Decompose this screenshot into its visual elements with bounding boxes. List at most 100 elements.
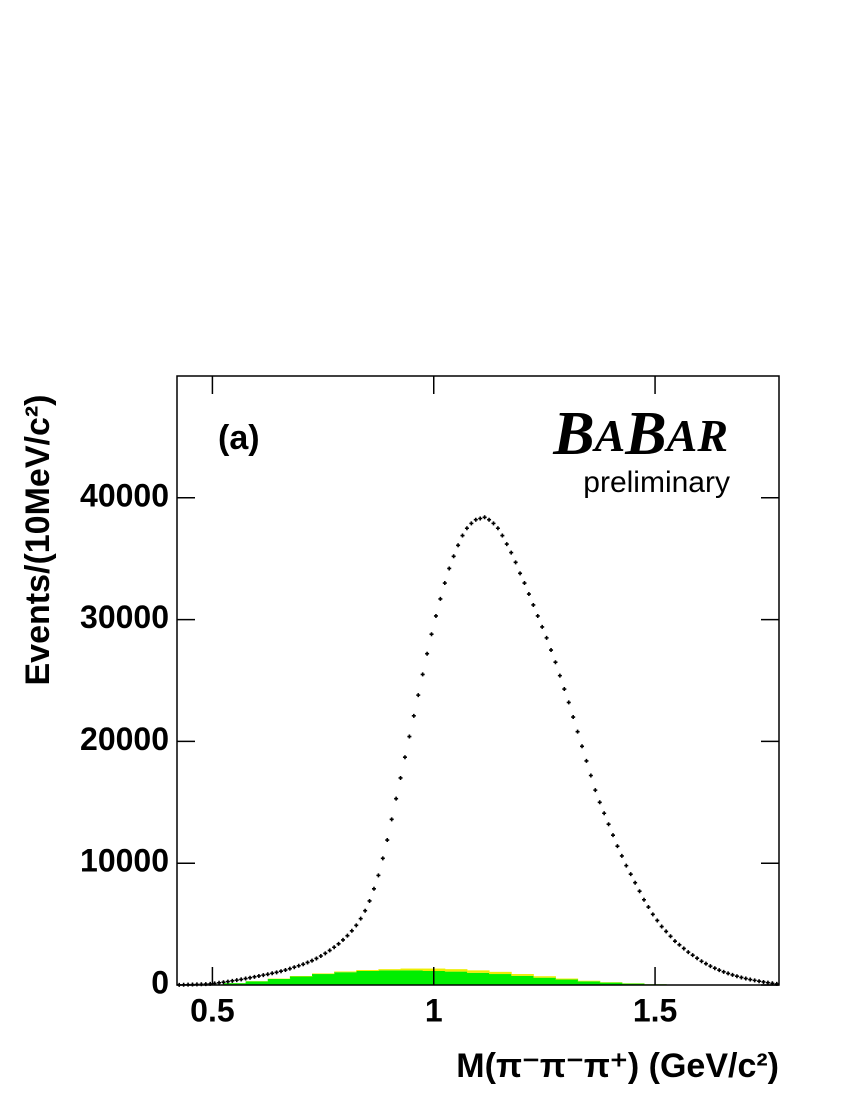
background-bin: [511, 976, 534, 985]
plot-marks: [177, 515, 779, 987]
data-point: [297, 964, 301, 968]
background-bin: [555, 979, 578, 980]
data-point: [762, 980, 766, 984]
data-point: [412, 714, 416, 718]
background-bin: [356, 971, 379, 985]
background-bin: [268, 979, 291, 985]
data-point: [399, 776, 403, 780]
data-point: [731, 973, 735, 977]
data-point: [425, 652, 429, 656]
data-point: [576, 730, 580, 734]
logo-letter: B: [624, 400, 666, 468]
data-point: [673, 939, 677, 943]
data-point: [403, 755, 407, 759]
logo-letter: A: [592, 410, 626, 461]
data-point: [226, 980, 230, 984]
data-point: [638, 889, 642, 893]
data-point: [642, 898, 646, 902]
background-bin: [334, 972, 357, 985]
data-point: [332, 945, 336, 949]
logo-letter: R: [696, 410, 728, 461]
background-bin: [489, 974, 512, 985]
data-point: [323, 951, 327, 955]
data-point: [580, 744, 584, 748]
background-bin: [489, 972, 512, 974]
data-point: [275, 970, 279, 974]
x-tick-label: 1.5: [633, 992, 677, 1028]
data-point: [248, 976, 252, 980]
data-point: [461, 534, 465, 538]
background-bin: [334, 971, 357, 972]
data-point: [629, 872, 633, 876]
data-point: [677, 943, 681, 947]
data-point: [354, 923, 358, 927]
data-point: [496, 526, 500, 530]
data-point: [744, 977, 748, 981]
data-point: [266, 972, 270, 976]
data-point: [695, 956, 699, 960]
background-bin: [401, 970, 424, 985]
data-point: [372, 887, 376, 891]
data-point: [691, 953, 695, 957]
data-point: [487, 518, 491, 522]
data-point: [518, 571, 522, 575]
data-point: [337, 942, 341, 946]
data-point: [545, 636, 549, 640]
data-point: [345, 934, 349, 938]
data-point: [531, 603, 535, 607]
data-point: [434, 614, 438, 618]
background-bin: [378, 970, 401, 985]
data-point: [700, 959, 704, 963]
data-point: [478, 517, 482, 521]
data-point: [514, 560, 518, 564]
data-point: [292, 965, 296, 969]
data-point: [633, 881, 637, 885]
data-point: [682, 946, 686, 950]
background-bin: [445, 972, 468, 985]
data-point: [288, 967, 292, 971]
data-point: [235, 978, 239, 982]
background-bin: [401, 969, 424, 971]
data-point: [500, 534, 504, 538]
background-bin: [312, 974, 335, 985]
data-point: [230, 979, 234, 983]
data-point: [279, 969, 283, 973]
data-point: [421, 672, 425, 676]
data-point: [602, 811, 606, 815]
data-point: [748, 978, 752, 982]
data-point: [708, 964, 712, 968]
data-point: [314, 956, 318, 960]
data-point: [686, 950, 690, 954]
background-bin: [533, 978, 556, 985]
data-point: [270, 971, 274, 975]
data-point: [611, 833, 615, 837]
background-bin: [445, 969, 468, 971]
background-bin: [511, 974, 534, 976]
data-point: [261, 973, 265, 977]
y-tick-label: 40000: [80, 477, 169, 513]
data-point: [350, 929, 354, 933]
data-point: [310, 959, 314, 963]
data-point: [726, 971, 730, 975]
data-point: [624, 864, 628, 868]
data-point: [341, 938, 345, 942]
data-point: [735, 974, 739, 978]
data-point: [452, 554, 456, 558]
background-bin: [533, 976, 556, 977]
data-point: [660, 925, 664, 929]
data-point: [567, 700, 571, 704]
data-point: [217, 981, 221, 985]
data-point: [598, 800, 602, 804]
data-point: [584, 759, 588, 763]
data-point: [283, 968, 287, 972]
data-point: [301, 962, 305, 966]
data-point: [527, 592, 531, 596]
y-tick-label: 0: [151, 964, 169, 1000]
data-point: [368, 899, 372, 903]
data-point: [438, 597, 442, 601]
data-point: [394, 797, 398, 801]
data-point: [717, 968, 721, 972]
background-bin: [290, 976, 313, 985]
data-point: [505, 542, 509, 546]
